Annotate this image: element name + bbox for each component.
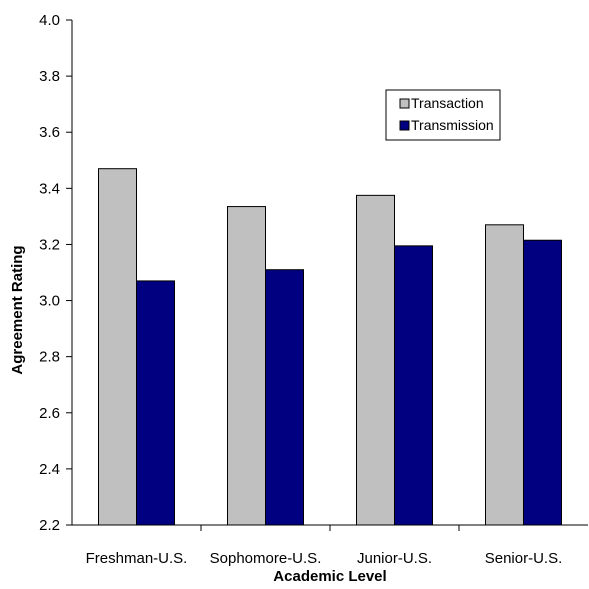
legend-box [385,89,501,141]
bar-transaction-3 [485,224,524,526]
bars [98,168,562,526]
tick-labels: 2.2 2.4 2.6 2.8 3.0 3.2 3.4 3.6 3.8 4.0 Freshman-U… [39,12,562,567]
x-tick-label: Freshman-U.S. [86,550,188,567]
bar-transmission-2 [394,245,433,526]
bar-transaction-0 [98,168,137,526]
y-tick-label: 3.6 [39,124,60,141]
x-tick-label: Senior-U.S. [485,550,563,567]
x-axis-label: Academic Level [273,568,386,584]
y-tick-label: 2.4 [39,461,60,478]
legend-swatch-transaction [399,98,410,109]
y-axis-label: Agreement Rating [9,245,26,374]
bar-transaction-1 [227,206,266,526]
y-tick-label: 2.8 [39,349,60,366]
x-tick-label: Junior-U.S. [357,550,432,567]
legend: Transaction Transmission [385,89,501,141]
y-tick-label: 4.0 [39,12,60,29]
y-tick-label: 3.2 [39,236,60,253]
y-tick-label: 3.8 [39,68,60,85]
bar-transmission-1 [265,269,304,526]
legend-label-transmission: Transmission [411,117,494,133]
legend-label-transaction: Transaction [411,95,484,111]
bar-transmission-3 [523,239,562,526]
y-tick-label: 3.0 [39,293,60,310]
legend-swatch-transmission [399,120,410,131]
bar-transmission-0 [136,280,175,526]
y-tick-label: 2.2 [39,517,60,534]
y-tick-label: 2.6 [39,405,60,422]
bar-transaction-2 [356,194,395,526]
y-tick-label: 3.4 [39,180,60,197]
x-tick-label: Sophomore-U.S. [210,550,322,567]
